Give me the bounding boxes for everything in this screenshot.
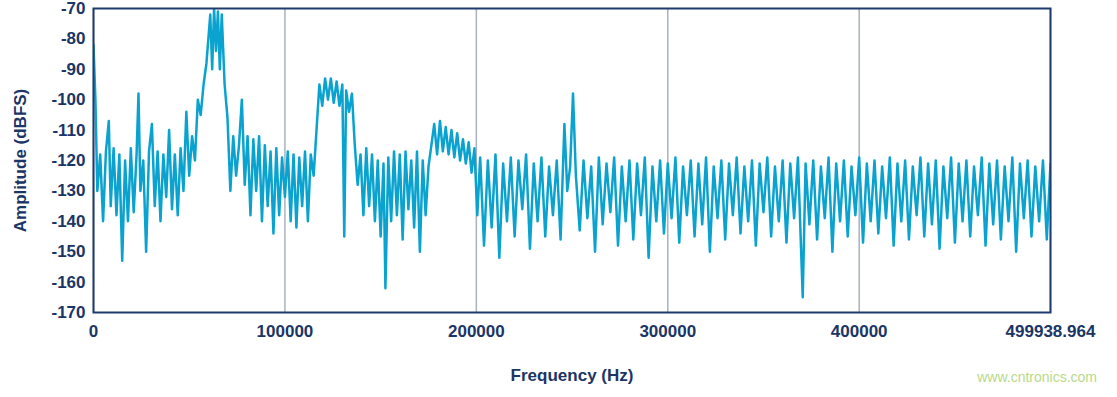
svg-text:300000: 300000 [639,322,696,341]
svg-text:0: 0 [89,322,98,341]
svg-text:499938.964: 499938.964 [1006,322,1096,341]
svg-text:-110: -110 [52,121,85,140]
svg-text:-90: -90 [61,60,86,79]
svg-text:400000: 400000 [831,322,888,341]
svg-text:-70: -70 [61,0,86,18]
svg-text:-120: -120 [51,151,85,170]
svg-text:-170: -170 [51,303,85,322]
svg-text:200000: 200000 [448,322,505,341]
svg-text:Frequency (Hz): Frequency (Hz) [511,366,634,385]
svg-text:Amplitude (dBFS): Amplitude (dBFS) [11,89,30,233]
svg-text:-130: -130 [51,181,85,200]
svg-text:-100: -100 [51,90,85,109]
svg-text:-140: -140 [51,212,85,231]
svg-text:-160: -160 [51,273,85,292]
svg-text:-150: -150 [51,242,85,261]
html-text:www.cntronics.com: www.cntronics.com [977,369,1097,385]
svg-text:100000: 100000 [257,322,314,341]
svg-text:-80: -80 [61,29,86,48]
